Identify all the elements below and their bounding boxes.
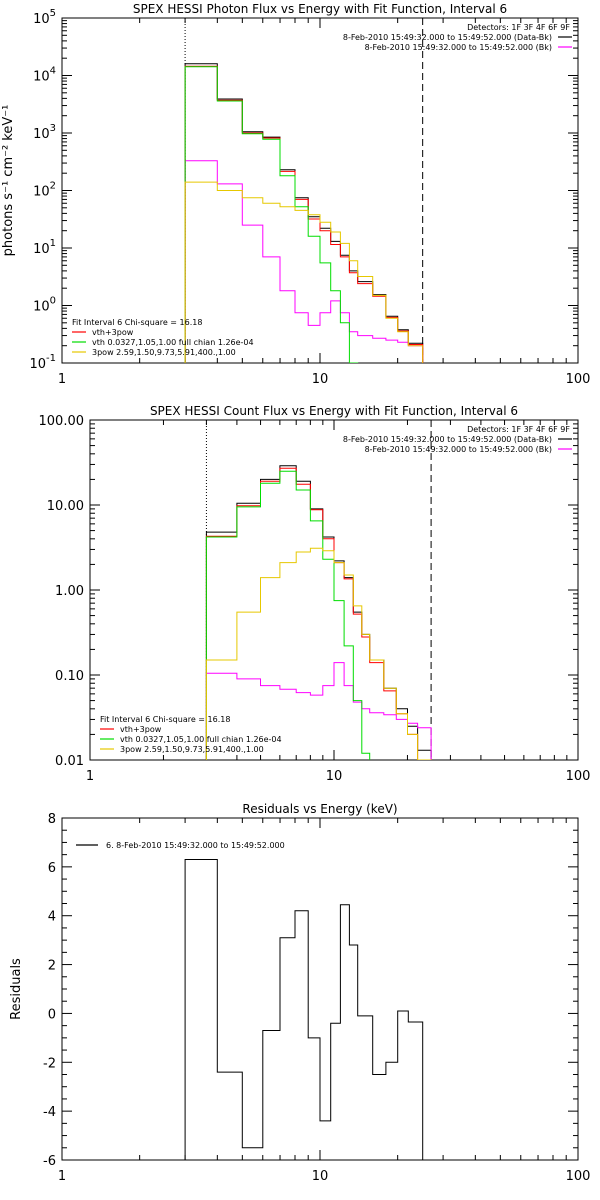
legend-entry-label: 8-Feb-2010 15:49:32.000 to 15:49:52.000 … bbox=[365, 445, 552, 454]
chart-panel-2: SPEX HESSI Count Flux vs Energy with Fit… bbox=[39, 404, 591, 784]
chart-title: SPEX HESSI Count Flux vs Energy with Fit… bbox=[150, 404, 518, 418]
y-tick-label: 10-1 bbox=[29, 353, 56, 372]
y-tick-label-exponent: -1 bbox=[46, 353, 56, 364]
y-tick-label: 102 bbox=[33, 181, 56, 200]
x-tick-label: 100 bbox=[566, 372, 591, 387]
y-axis-label: photons s⁻¹ cm⁻² keV⁻¹ bbox=[1, 105, 16, 257]
y-axis-label: Residuals bbox=[9, 958, 24, 1020]
series-line-vth bbox=[205, 470, 371, 760]
legend-entry-label: vth 0.0327,1.05,1.00 full chian 1.26e-04 bbox=[92, 338, 254, 347]
y-tick-label: 101 bbox=[33, 238, 56, 257]
y-tick-label-exponent: 2 bbox=[50, 181, 56, 192]
y-tick-label: 0 bbox=[48, 1007, 56, 1022]
plot-frame bbox=[61, 17, 579, 364]
y-tick-label: 104 bbox=[33, 66, 56, 85]
y-tick-label: 6 bbox=[48, 861, 56, 876]
legend-entry-label: 8-Feb-2010 15:49:32.000 to 15:49:52.000 … bbox=[365, 43, 552, 52]
chart-title: Residuals vs Energy (keV) bbox=[242, 802, 397, 816]
x-tick-label: 100 bbox=[566, 769, 591, 784]
series-line-bk bbox=[184, 160, 424, 363]
legend-entry-label: 6. 8-Feb-2010 15:49:32.000 to 15:49:52.0… bbox=[106, 841, 285, 850]
legend-entry-label: 3pow 2.59,1.50,9.73,5.91,400.,1.00 bbox=[92, 348, 236, 357]
series-line-residuals bbox=[184, 859, 424, 1160]
series-line-data-bk bbox=[205, 465, 432, 760]
y-tick-label-exponent: 1 bbox=[50, 238, 56, 249]
y-tick-label-base: 10 bbox=[33, 12, 50, 27]
legend-header: Fit Interval 6 Chi-square = 16.18 bbox=[72, 318, 202, 327]
legend-entry-label: vth+3pow bbox=[92, 328, 134, 337]
y-tick-label: 100.00 bbox=[39, 414, 85, 429]
y-tick-label-base: 10 bbox=[33, 127, 50, 142]
y-tick-label-base: 10 bbox=[29, 357, 46, 372]
x-tick-label: 10 bbox=[312, 1169, 329, 1184]
y-tick-label: 2 bbox=[48, 959, 56, 974]
series-line-bk bbox=[205, 662, 432, 760]
y-tick-label: 100 bbox=[33, 296, 56, 315]
y-tick-label: 10.00 bbox=[47, 499, 84, 514]
y-tick-label: 8 bbox=[48, 812, 56, 827]
y-tick-label-exponent: 4 bbox=[50, 66, 56, 77]
y-tick-label-exponent: 0 bbox=[50, 296, 56, 307]
legend-header: Fit Interval 6 Chi-square = 16.18 bbox=[100, 715, 230, 724]
y-tick-label-base: 10 bbox=[33, 242, 50, 257]
y-tick-label-base: 10 bbox=[33, 300, 50, 315]
y-tick-label: 0.01 bbox=[55, 754, 84, 769]
series-group bbox=[184, 859, 424, 1160]
series-line-vth bbox=[184, 66, 359, 363]
y-tick-label: 4 bbox=[48, 910, 56, 925]
chart-panel-1: SPEX HESSI Photon Flux vs Energy with Fi… bbox=[1, 2, 591, 387]
x-tick-label: 1 bbox=[86, 769, 94, 784]
x-tick-label: 1 bbox=[58, 1169, 66, 1184]
chart-panel-3: Residuals vs Energy (keV) 1 10 100 -6 -4 -2 0 2 4… bbox=[9, 802, 590, 1184]
series-group bbox=[205, 465, 432, 760]
series-line-3pow bbox=[184, 181, 424, 363]
legend-entry-label: 8-Feb-2010 15:49:32.000 to 15:49:52.000 … bbox=[343, 435, 552, 444]
legend-entry-label: vth 0.0327,1.05,1.00 full chian 1.26e-04 bbox=[120, 735, 282, 744]
y-tick-label-exponent: 3 bbox=[50, 123, 56, 134]
legend-header: Detectors: 1F 3F 4F 6F 9F bbox=[467, 23, 570, 32]
y-tick-label: -4 bbox=[43, 1105, 56, 1120]
y-tick-label: 105 bbox=[33, 8, 56, 27]
chart-title: SPEX HESSI Photon Flux vs Energy with Fi… bbox=[133, 2, 507, 16]
y-tick-label: 1.00 bbox=[55, 584, 84, 599]
legend-entry-label: 8-Feb-2010 15:49:32.000 to 15:49:52.000 … bbox=[343, 33, 552, 42]
y-tick-label-exponent: 5 bbox=[50, 8, 56, 19]
x-tick-label: 1 bbox=[58, 372, 66, 387]
series-line-vth-3pow bbox=[184, 65, 424, 363]
y-tick-label: 0.10 bbox=[55, 669, 84, 684]
x-tick-label: 100 bbox=[566, 1169, 591, 1184]
x-tick-label: 10 bbox=[312, 372, 329, 387]
series-group bbox=[184, 63, 424, 363]
legend-entry-label: 3pow 2.59,1.50,9.73,5.91,400.,1.00 bbox=[120, 745, 264, 754]
legend-header: Detectors: 1F 3F 4F 6F 9F bbox=[467, 425, 570, 434]
y-tick-label: -6 bbox=[43, 1154, 56, 1169]
y-tick-label-base: 10 bbox=[33, 185, 50, 200]
y-tick-label: 103 bbox=[33, 123, 56, 142]
legend-entry-label: vth+3pow bbox=[120, 725, 162, 734]
y-tick-label: -2 bbox=[43, 1056, 56, 1071]
series-line-data-bk bbox=[184, 63, 424, 363]
x-tick-label: 10 bbox=[326, 769, 343, 784]
series-line-3pow bbox=[205, 547, 432, 760]
y-tick-label-base: 10 bbox=[33, 70, 50, 85]
